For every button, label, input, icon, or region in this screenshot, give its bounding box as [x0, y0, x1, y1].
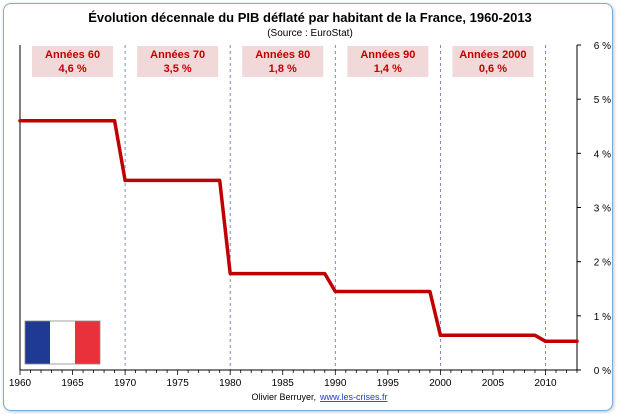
decade-rate: 0,6 %: [479, 63, 507, 75]
x-tick-label: 1970: [114, 378, 137, 389]
x-axis-ticks: 1960 1965 1970 1975 1980 1985 1990 1995 2000 2005…: [9, 370, 578, 389]
y-tick-label: 0 %: [594, 366, 611, 377]
y-tick-label: 5 %: [594, 95, 611, 106]
y-tick-label: 1 %: [594, 312, 611, 323]
decade-labels: Années 60 4,6 % Années 70 3,5 % Années 80 1,8…: [32, 46, 534, 77]
decade-gridlines: [124, 45, 546, 370]
y-tick-label: 6 %: [594, 41, 611, 52]
flag-red-band: [75, 321, 100, 364]
decade-label: Années 70: [150, 49, 205, 61]
y-axis-ticks: 0 % 1 % 2 % 3 % 4 % 5 % 6 %: [577, 41, 611, 377]
footer-author: Olivier Berruyer,: [251, 392, 316, 402]
decade-label: Années 80: [255, 49, 310, 61]
x-tick-label: 1995: [377, 378, 400, 389]
decade-label: Années 60: [45, 49, 100, 61]
x-tick-label: 2010: [534, 378, 557, 389]
x-tick-label: 1960: [9, 378, 32, 389]
decade-box: [137, 46, 219, 77]
decade-rate: 1,4 %: [374, 63, 402, 75]
x-tick-label: 1975: [167, 378, 190, 389]
chart-title: Évolution décennale du PIB déflaté par h…: [88, 10, 532, 25]
decade-rate: 4,6 %: [58, 63, 86, 75]
footer-link[interactable]: www.les-crises.fr: [319, 392, 388, 402]
series-group: [18, 119, 579, 344]
series-line: [18, 119, 579, 344]
flag-border: [24, 320, 101, 365]
decade-box: [32, 46, 114, 77]
decade-rate: 1,8 %: [269, 63, 297, 75]
decade-box: [242, 46, 324, 77]
y-tick-label: 2 %: [594, 258, 611, 269]
x-tick-label: 2005: [482, 378, 505, 389]
decade-rate: 3,5 %: [164, 63, 192, 75]
x-tick-label: 1985: [272, 378, 295, 389]
france-flag: [24, 320, 101, 365]
x-tick-label: 1990: [324, 378, 347, 389]
x-tick-label: 2000: [429, 378, 452, 389]
chart-subtitle: (Source : EuroStat): [267, 28, 353, 39]
y-tick-label: 4 %: [594, 149, 611, 160]
x-tick-label: 1980: [219, 378, 242, 389]
decade-label: Années 90: [360, 49, 415, 61]
decade-box: [452, 46, 534, 77]
decade-box: [347, 46, 429, 77]
y-tick-label: 3 %: [594, 204, 611, 215]
x-tick-label: 1965: [61, 378, 84, 389]
flag-blue-band: [25, 321, 50, 364]
decade-label: Années 2000: [459, 49, 526, 61]
flag-white-band: [50, 321, 75, 364]
